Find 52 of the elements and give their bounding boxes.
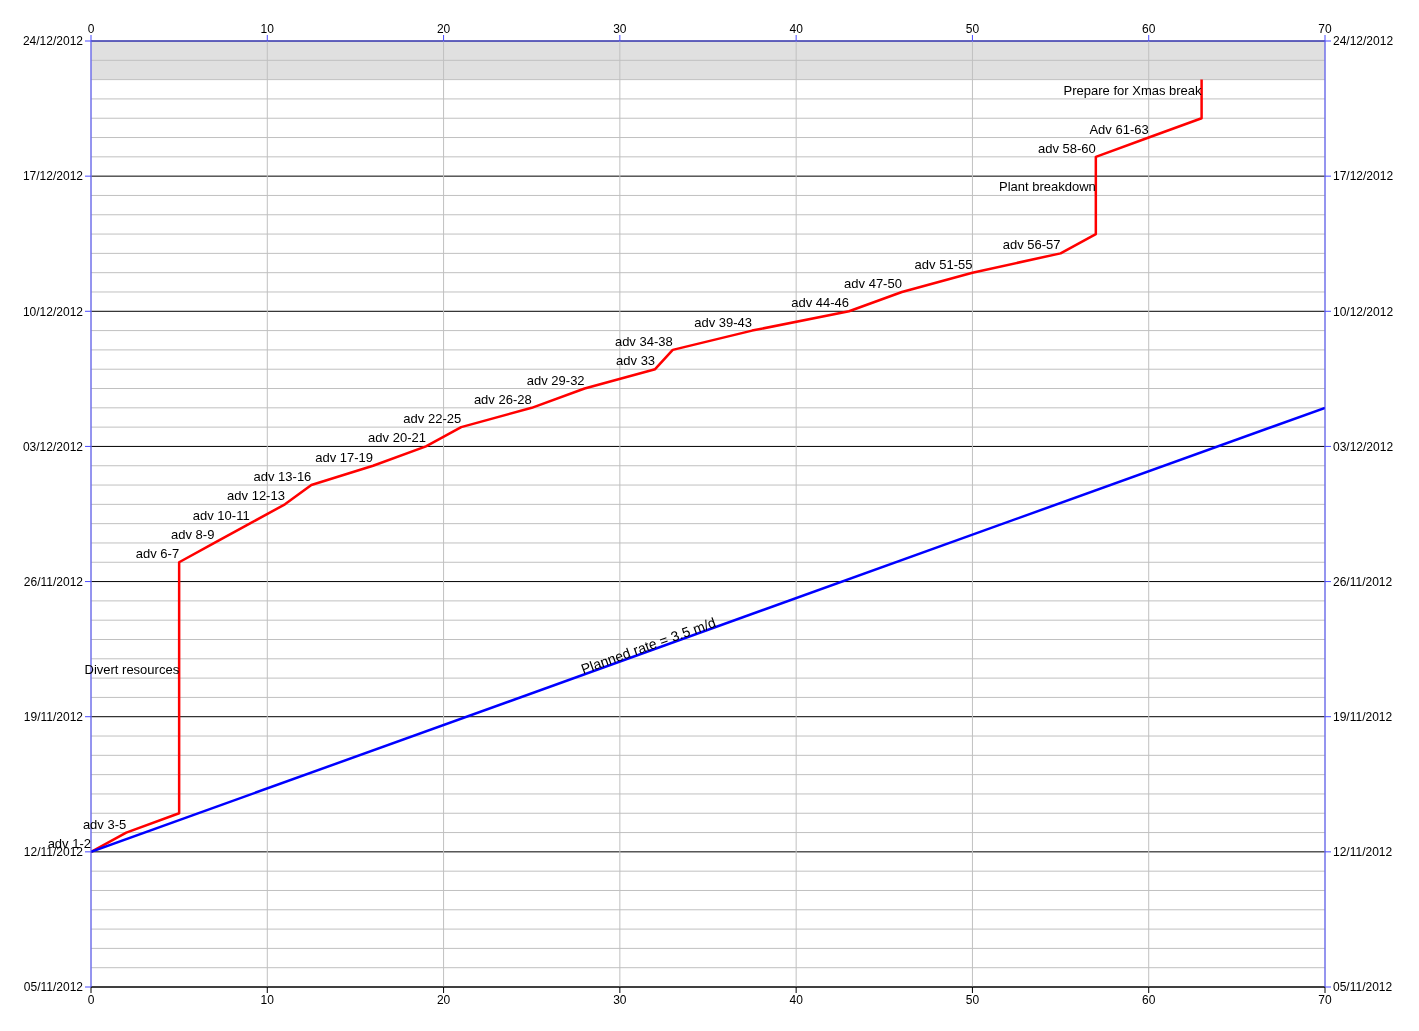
annotation: adv 12-13 xyxy=(227,488,285,504)
x-tick-label: 60 xyxy=(1142,22,1156,36)
annotation: adv 51-55 xyxy=(914,256,973,272)
x2-tick-label: 60 xyxy=(1142,992,1156,1007)
x-tick-label: 0 xyxy=(87,22,95,36)
y2-tick-label: 24/12/2012 xyxy=(1333,34,1394,49)
annotation: adv 10-11 xyxy=(192,507,250,523)
annotation: adv 22-25 xyxy=(403,411,462,427)
annotation: adv 56-57 xyxy=(1002,237,1061,253)
x2-tick-label: 40 xyxy=(789,992,804,1007)
annotation: adv 20-21 xyxy=(368,430,426,446)
annotation: adv 39-43 xyxy=(694,314,753,330)
x-tick-label: 40 xyxy=(789,22,804,36)
annotation: adv 29-32 xyxy=(526,372,585,388)
y-tick-label: 19/11/2012 xyxy=(23,709,84,724)
x2-tick-label: 50 xyxy=(965,992,980,1007)
annotation: adv 6-7 xyxy=(135,546,180,562)
y2-tick-label: 19/11/2012 xyxy=(1333,709,1393,724)
y2-tick-label: 26/11/2012 xyxy=(1333,574,1393,589)
annotation: adv 34-38 xyxy=(614,333,673,349)
annotation: adv 33 xyxy=(616,353,656,369)
annotation: Plant breakdown xyxy=(998,179,1096,195)
annotation: Adv 61-63 xyxy=(1089,121,1149,137)
y2-tick-label: 03/12/2012 xyxy=(1333,439,1394,454)
y-tick-label: 26/11/2012 xyxy=(23,574,84,589)
x-tick-label: 70 xyxy=(1318,22,1332,36)
y-tick-label: 24/12/2012 xyxy=(22,34,84,49)
annotation: adv 26-28 xyxy=(473,391,532,407)
y2-tick-label: 12/11/2012 xyxy=(1333,845,1393,860)
x-tick-label: 20 xyxy=(436,22,451,36)
annotation: adv 8-9 xyxy=(171,526,215,542)
y2-tick-label: 17/12/2012 xyxy=(1333,169,1394,184)
y2-tick-label: 10/12/2012 xyxy=(1333,304,1394,319)
y2-tick-label: 05/11/2012 xyxy=(1333,980,1393,995)
annotation: adv 13-16 xyxy=(253,469,312,485)
x-tick-label: 30 xyxy=(613,22,627,36)
annotation: adv 47-50 xyxy=(844,275,902,291)
y-tick-label: 03/12/2012 xyxy=(22,439,84,454)
x2-tick-label: 30 xyxy=(613,992,627,1007)
annotation: adv 17-19 xyxy=(315,449,374,465)
y-tick-label: 10/12/2012 xyxy=(22,304,84,319)
x2-tick-label: 20 xyxy=(436,992,451,1007)
annotation: adv 58-60 xyxy=(1038,140,1096,156)
y-tick-label: 17/12/2012 xyxy=(22,169,84,184)
x2-tick-label: 0 xyxy=(87,992,95,1007)
x-tick-label: 10 xyxy=(260,22,275,36)
annotation: adv 3-5 xyxy=(82,816,127,832)
y-tick-label: 05/11/2012 xyxy=(23,980,84,995)
x2-tick-label: 10 xyxy=(260,992,275,1007)
x-tick-label: 50 xyxy=(965,22,980,36)
x2-tick-label: 70 xyxy=(1318,992,1332,1007)
annotation: adv 44-46 xyxy=(791,295,850,311)
